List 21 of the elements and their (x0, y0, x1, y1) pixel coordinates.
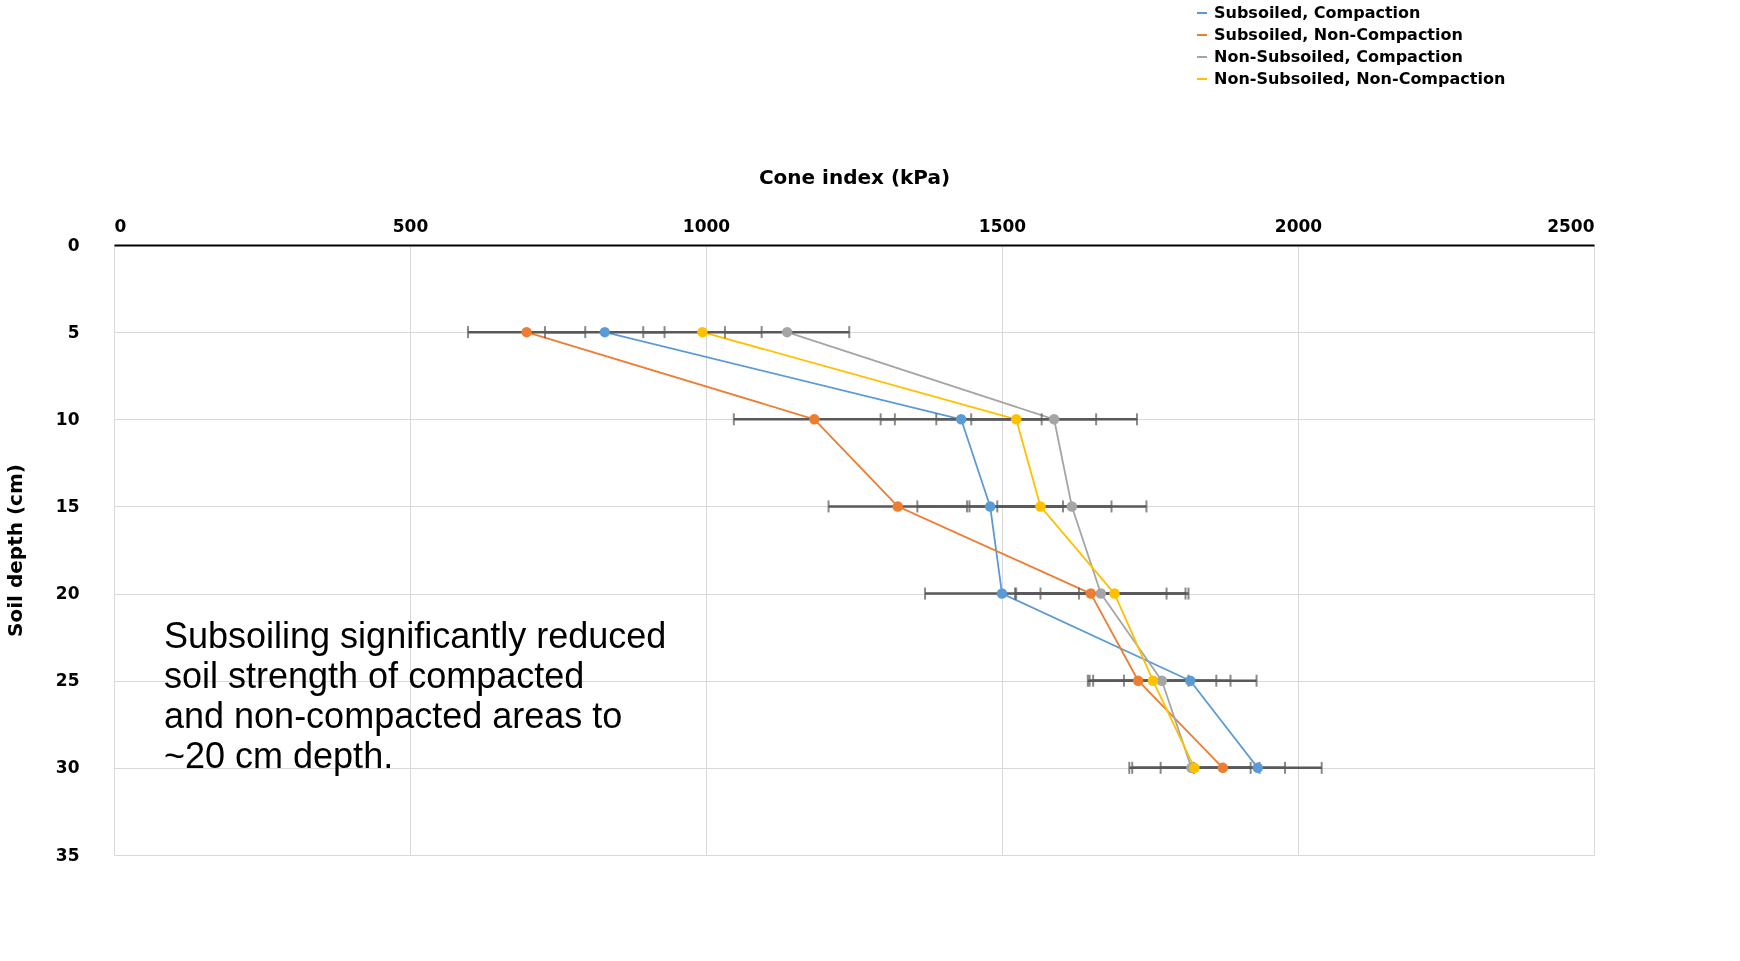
legend-label: Non-Subsoiled, Compaction (1214, 47, 1463, 66)
legend-label: Subsoiled, Compaction (1214, 3, 1421, 22)
legend-label: Subsoiled, Non-Compaction (1214, 25, 1463, 44)
y-tick-label: 25 (55, 670, 80, 691)
x-tick-label: 2000 (1274, 215, 1323, 236)
y-tick-label: 15 (55, 495, 80, 516)
annotation: Subsoiling significantly reduced soil strength of compacted and non-compacted areas to ~20 cm depth. (164, 614, 667, 776)
y-axis-title: Soil depth (cm) (2, 464, 27, 637)
y-tick-label: 30 (55, 757, 80, 778)
x-axis-title: Cone index (kPa) (758, 164, 951, 189)
x-tick-label: 1000 (682, 215, 731, 236)
x-tick-label: 1500 (978, 215, 1027, 236)
x-tick-label: 2500 (1547, 215, 1595, 236)
y-tick-label: 35 (55, 844, 80, 865)
x-tick-label: 500 (392, 215, 429, 236)
y-tick-label: 0 (67, 234, 80, 255)
y-tick-label: 10 (55, 408, 80, 429)
y-tick-label: 5 (67, 321, 80, 342)
legend-label: Non-Subsoiled, Non-Compaction (1214, 69, 1506, 88)
y-tick-label: 20 (55, 583, 80, 604)
x-tick-label: 0 (114, 215, 127, 236)
